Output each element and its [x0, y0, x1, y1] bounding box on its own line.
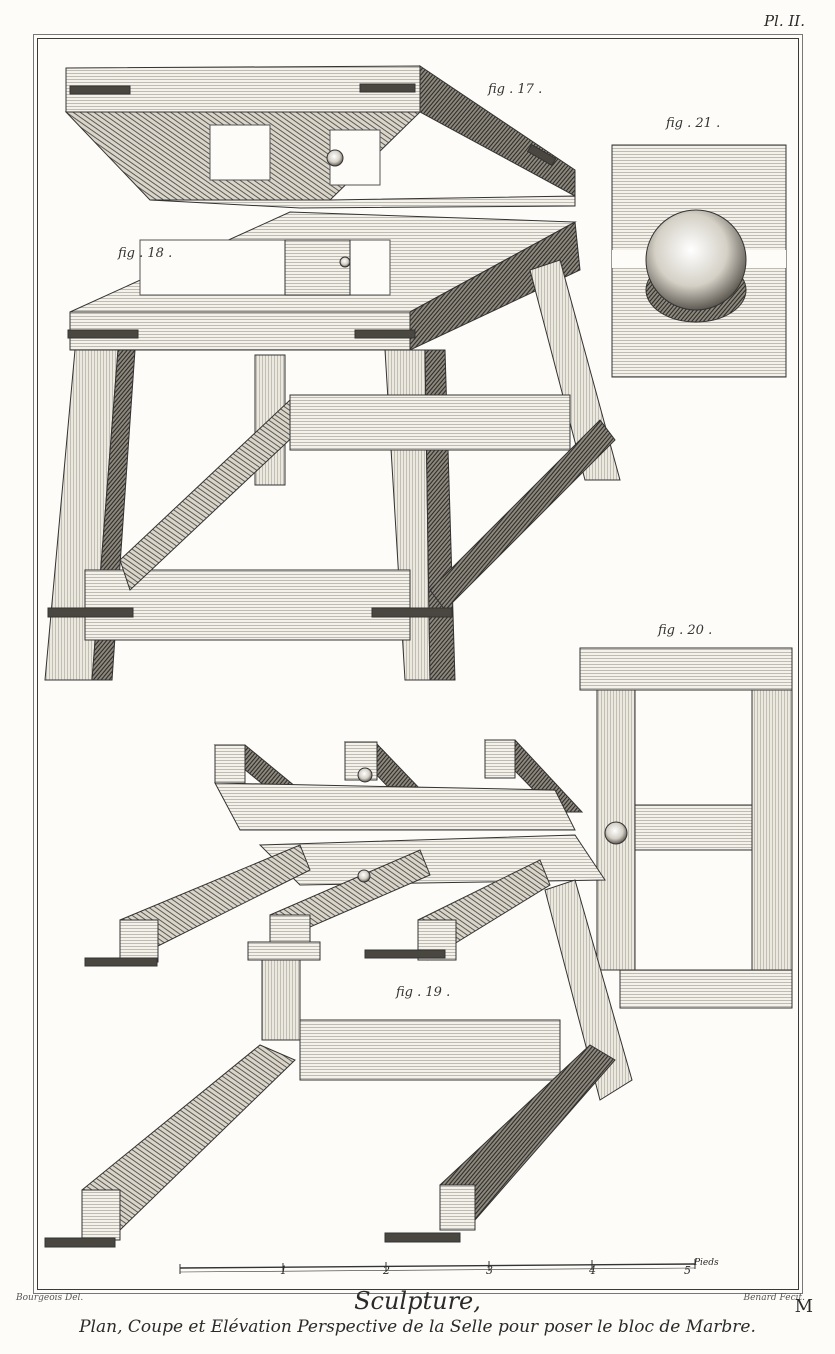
fig20-elevation [579, 647, 793, 1009]
credit-engraver: Benard Fecit. [743, 1293, 805, 1303]
plate-border [37, 38, 799, 1290]
scale-number-4: 4 [589, 1264, 596, 1277]
fig21-label: fig . 21 . [666, 116, 721, 131]
fig18-stool [44, 211, 621, 681]
corner-letter: M [794, 1296, 813, 1317]
fig20-label: fig . 20 . [658, 623, 713, 638]
scale-unit: Pieds [694, 1258, 719, 1268]
scale-number-5: 5 [684, 1264, 691, 1277]
scale-number-1: 1 [280, 1264, 287, 1277]
plate-title: Sculpture, [354, 1287, 481, 1315]
fig19-label: fig . 19 . [396, 985, 451, 1000]
scale-number-2: 2 [383, 1264, 390, 1277]
fig19-exploded [44, 739, 633, 1248]
credit-draughtsman: Bourgeois Del. [16, 1293, 84, 1303]
scale-bar [179, 1259, 696, 1274]
fig18-label: fig . 18 . [118, 246, 173, 261]
fig17-label: fig . 17 . [488, 82, 543, 97]
plate-subtitle: Plan, Coupe et Elévation Perspective de … [79, 1317, 756, 1337]
fig21-ball-plan [611, 144, 787, 378]
plate-number: Pl. II. [763, 12, 805, 30]
scale-number-3: 3 [486, 1264, 493, 1277]
fig17-lid [64, 65, 576, 209]
plate-outer-border [33, 34, 803, 1294]
